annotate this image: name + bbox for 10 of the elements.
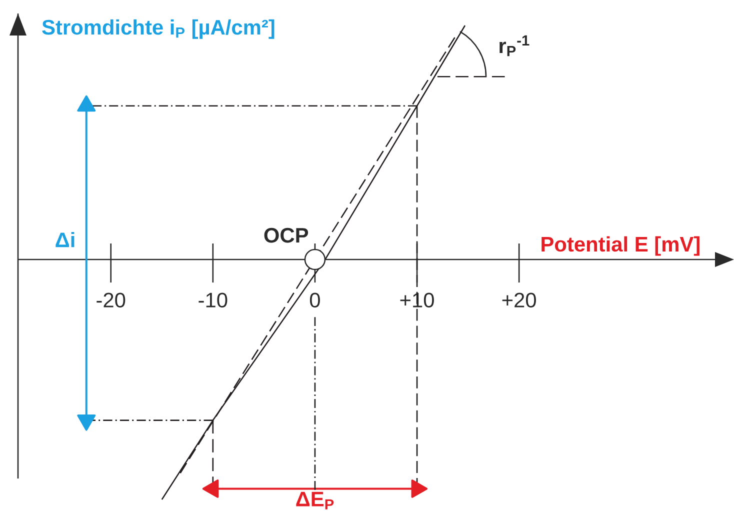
x-tick-label: +20 bbox=[502, 292, 536, 308]
x-tick-label: -20 bbox=[96, 292, 126, 308]
series-label: ΔE$_{P}$ bbox=[296, 492, 334, 510]
x-axis-title: Potential E [mV] bbox=[542, 236, 700, 256]
y-axis-title: Stromdichte i$_{P}$ [µA/cm²] bbox=[42, 19, 274, 39]
x-tick-label: 0 bbox=[310, 292, 320, 308]
series-label: Δi bbox=[56, 232, 74, 248]
annotation: r$_{P}$-1 bbox=[500, 35, 530, 56]
series-label: OCP bbox=[264, 228, 308, 243]
x-tick-label: -10 bbox=[198, 292, 228, 308]
